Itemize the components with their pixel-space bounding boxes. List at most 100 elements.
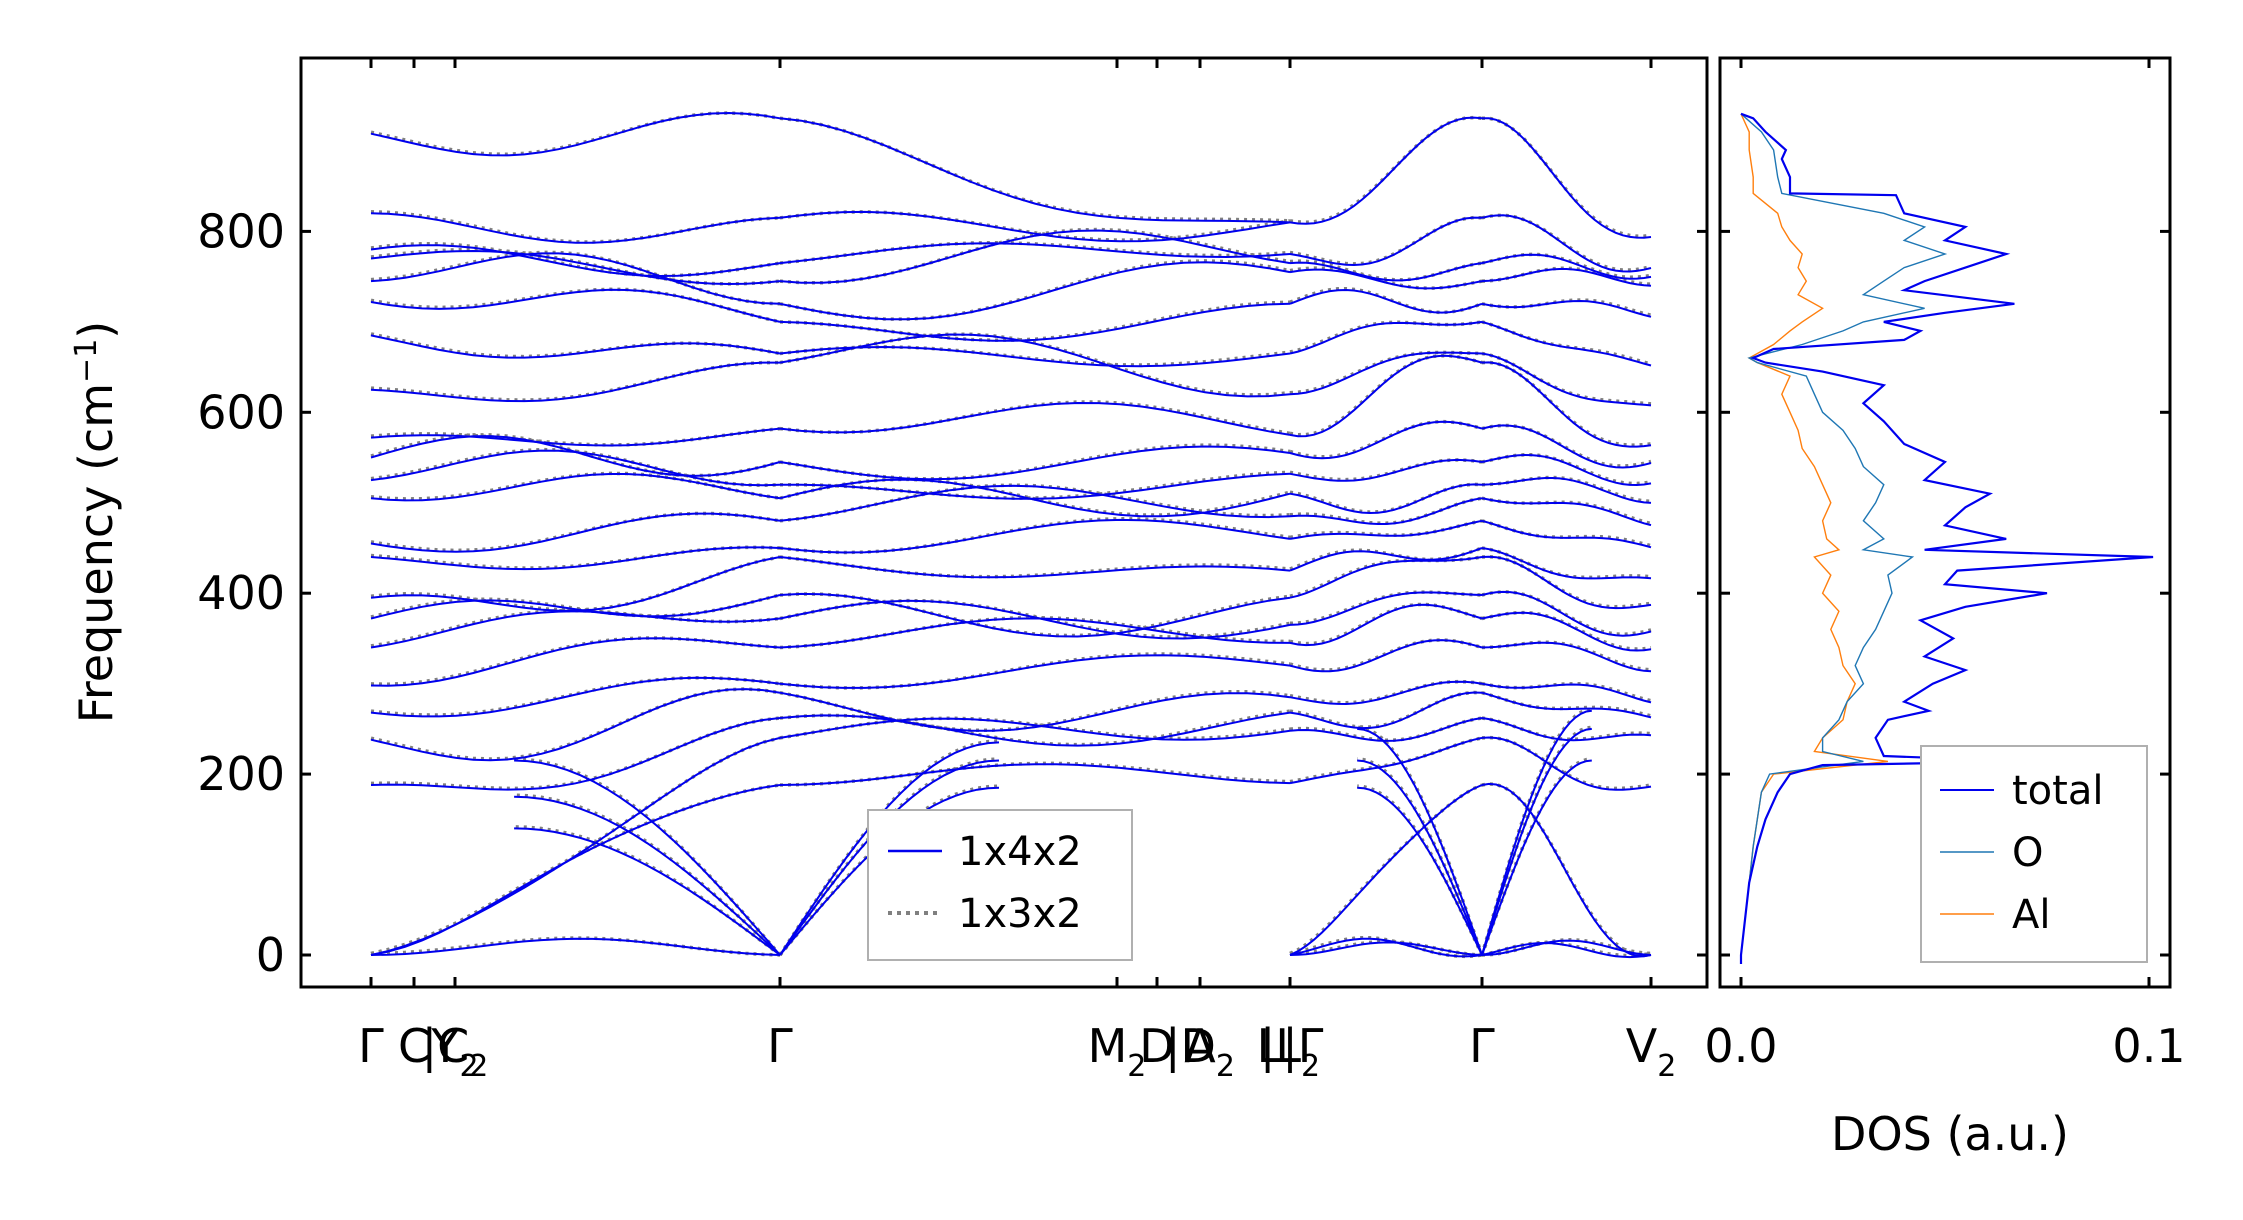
band-branch xyxy=(1482,116,1652,238)
acoustic-branch xyxy=(1481,759,1592,956)
band-branch xyxy=(370,556,781,612)
band-branch xyxy=(1289,717,1483,742)
dos-panel: 0.0 0.1 DOS (a.u.) total O Al xyxy=(1704,56,2186,1161)
band-branch xyxy=(1289,419,1483,459)
band-branch xyxy=(1481,519,1652,549)
band-branch xyxy=(1481,361,1652,448)
band-branch xyxy=(779,445,1291,481)
acoustic-branch xyxy=(514,759,781,956)
x-tick-label: L|Γ xyxy=(1257,1019,1324,1074)
band-branch xyxy=(1481,546,1652,580)
band-branch xyxy=(779,117,1291,224)
band-branch xyxy=(1289,547,1483,572)
band-branch xyxy=(1289,483,1483,515)
band-branch xyxy=(779,691,1291,732)
band-branch xyxy=(1481,268,1652,287)
acoustic-branch xyxy=(1357,759,1483,956)
band-branch xyxy=(780,470,1291,500)
band-branch xyxy=(370,435,781,477)
band-branch xyxy=(370,449,781,487)
band-branch xyxy=(1481,717,1652,742)
dos-x-axis-title: DOS (a.u.) xyxy=(1831,1107,2069,1161)
x-tick-label: |L2 xyxy=(1260,1019,1320,1084)
band-branch xyxy=(1481,299,1652,318)
band-branch xyxy=(1481,477,1652,504)
dos-legend-label-al: Al xyxy=(2012,892,2050,938)
band-branch xyxy=(1481,320,1652,367)
band-branch xyxy=(779,592,1291,638)
y-tick-label: 0 xyxy=(256,928,285,982)
band-branch xyxy=(779,345,1291,368)
y-tick-label: 200 xyxy=(197,747,285,801)
acoustic-branch xyxy=(1357,784,1484,956)
band-branch xyxy=(779,261,1291,321)
band-branch xyxy=(1289,691,1483,730)
band-branch xyxy=(1481,554,1652,609)
band-branch xyxy=(1289,116,1483,225)
band-legend-label-2: 1x3x2 xyxy=(958,891,1082,937)
band-branch xyxy=(779,210,1291,243)
x-tick-label: |D2 xyxy=(1165,1019,1235,1084)
band-branch xyxy=(1289,679,1483,705)
band-branch xyxy=(1289,351,1483,396)
acoustic-branch xyxy=(779,741,1000,956)
band-branch xyxy=(1289,215,1483,266)
band-branch xyxy=(1289,288,1483,314)
band-branch xyxy=(779,690,1291,732)
band-y-axis-title: Frequency (cm−1) xyxy=(69,321,123,724)
acoustic-branch xyxy=(1357,725,1484,956)
band-y-ticks: 0 200 400 600 800 xyxy=(197,204,1707,982)
x-tick-label: D xyxy=(1139,1019,1174,1073)
band-branch xyxy=(1289,590,1483,626)
band-branch xyxy=(370,784,781,956)
band-branch xyxy=(1289,261,1483,282)
x-tick-label: Γ xyxy=(1469,1019,1495,1073)
band-branch xyxy=(370,511,781,553)
band-branch xyxy=(1289,420,1483,460)
band-branch xyxy=(370,334,781,359)
band-branch xyxy=(1481,453,1652,487)
band-branch xyxy=(779,302,1291,342)
band-branch xyxy=(1289,268,1483,290)
band-branch xyxy=(370,244,781,278)
band-axes-frame xyxy=(299,56,1709,989)
dos-series-o xyxy=(1740,113,1948,964)
band-branch xyxy=(370,675,781,717)
band-branch xyxy=(370,783,781,956)
band-branch xyxy=(1481,352,1652,407)
band-branch xyxy=(1481,681,1652,703)
band-branch xyxy=(370,210,781,244)
band-branch xyxy=(370,241,781,278)
band-branch xyxy=(779,763,1291,786)
acoustic-branch xyxy=(1480,725,1593,956)
band-branch xyxy=(1481,941,1652,959)
band-branch xyxy=(1289,320,1483,354)
x-tick-label: Γ xyxy=(358,1019,384,1073)
dos-legend-label-o: O xyxy=(2012,830,2043,876)
y-tick-label: 400 xyxy=(197,566,285,620)
band-branch xyxy=(1481,453,1652,486)
band-branch xyxy=(779,227,1291,285)
band-branch xyxy=(780,472,1291,500)
band-legend-box xyxy=(867,809,1133,961)
x-tick-label: Y2 xyxy=(430,1019,478,1084)
acoustic-branch xyxy=(1481,727,1592,956)
band-branch xyxy=(779,717,1291,741)
band-branch xyxy=(779,599,1291,640)
y-tick-label: 600 xyxy=(197,385,285,439)
band-branch xyxy=(1289,458,1483,482)
band-branch xyxy=(1289,638,1483,672)
band-branch xyxy=(1289,680,1483,706)
band-branch xyxy=(1481,497,1652,527)
band-branch xyxy=(1289,639,1483,673)
band-branch xyxy=(779,483,1291,523)
band-branch xyxy=(779,518,1291,554)
band-branch xyxy=(779,516,1291,555)
band-branch xyxy=(1481,640,1652,672)
band-branch xyxy=(370,688,781,762)
band-branch xyxy=(1289,591,1483,626)
band-branch xyxy=(779,592,1291,638)
acoustic-branch xyxy=(1480,757,1592,956)
